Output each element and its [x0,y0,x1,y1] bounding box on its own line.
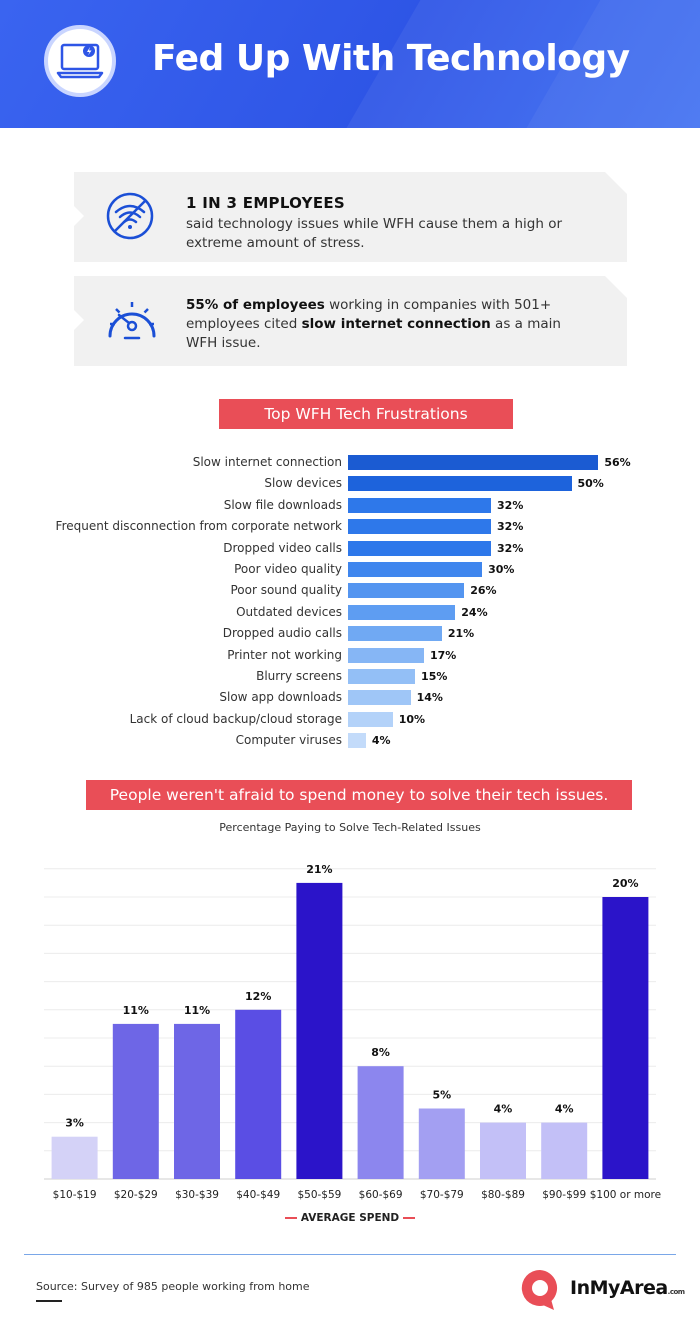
frustration-label: Lack of cloud backup/cloud storage [129,711,342,726]
frustration-bar [348,647,424,663]
frustration-value-label: 14% [416,691,443,705]
spend-bar [418,1108,465,1179]
frustration-bar [348,733,366,749]
frustration-bar [348,711,393,727]
frustration-label: Poor video quality [234,562,342,576]
spend-tick-label: $100 or more [590,1189,661,1201]
no-wifi-icon [104,190,156,247]
stat-bold-issue: slow internet connection [301,316,491,332]
frustration-label: Dropped audio calls [222,626,342,641]
header-banner: Fed Up With Technology [0,0,700,128]
frustration-bar [348,669,416,684]
spend-tick-label: $30-$39 [175,1189,219,1201]
frustration-label: Slow internet connection [192,455,342,469]
frustration-value-label: 50% [577,477,604,491]
frustration-value-label: 24% [461,605,488,619]
spend-bar [480,1122,526,1179]
frustration-bar [348,626,442,642]
spend-tick-label: $60-$69 [359,1189,403,1201]
frustration-bar [348,497,492,513]
frustration-bar [348,540,492,556]
spend-value-label: 11% [123,1004,149,1017]
frustration-value-label: 4% [371,734,391,748]
frustration-value-label: 32% [497,520,524,534]
frustration-bar [348,604,456,620]
spend-bar [112,1023,159,1179]
spend-tick-label: $50-$59 [297,1189,341,1201]
frustration-label: Slow file downloads [223,497,342,512]
spend-bar [541,1122,588,1179]
spend-bar [174,1023,220,1179]
stat-text-part: as a main WFH issue. [186,316,561,351]
spend-value-label: 8% [371,1046,390,1059]
frustration-value-label: 26% [470,584,497,598]
frustration-value-label: 10% [398,712,426,726]
frustrations-banner: Top WFH Tech Frustrations [219,399,513,429]
frustration-label: Slow app downloads [219,690,342,705]
frustration-label: Slow devices [264,476,342,491]
source-underline [36,1300,62,1302]
spend-tick-label: $20-$29 [114,1189,158,1201]
frustration-value-label: 15% [421,670,448,683]
frustration-value-label: 32% [497,498,524,512]
spend-bar [357,1066,404,1179]
spend-axis-title: AVERAGE SPEND [0,1212,700,1224]
source-note: Source: Survey of 985 people working fro… [36,1280,310,1293]
stat-description: said technology issues while WFH cause t… [186,216,563,251]
frustration-value-label: 30% [488,563,515,576]
footer-divider [24,1254,676,1255]
frustration-bar [348,455,599,470]
frustration-label: Dropped video calls [223,540,342,555]
frustration-label: Frequent disconnection from corporate ne… [55,519,342,534]
stat-box-internet: 55% of employees working in companies wi… [74,276,627,366]
frustration-bar [348,690,411,706]
laptop-icon [44,25,116,97]
page-title: Fed Up With Technology [152,38,630,79]
spend-chart-title: Percentage Paying to Solve Tech-Related … [219,821,481,834]
brand-pin-icon [521,1269,558,1310]
frustration-value-label: 17% [429,648,457,662]
frustration-bar [348,583,465,599]
spend-value-label: 12% [245,990,271,1003]
spend-value-label: 20% [612,877,638,890]
spend-value-label: 3% [65,1117,84,1130]
spend-tick-label: $10-$19 [53,1189,97,1201]
spend-value-label: 5% [432,1089,451,1102]
spend-bar [235,1009,282,1179]
frustration-value-label: 56% [604,456,631,469]
spend-bar [51,1136,98,1179]
stat-text-part: working in companies with 501+ employees… [186,297,552,332]
spend-tick-label: $90-$99 [542,1189,586,1201]
speedometer-icon [104,294,160,349]
frustration-label: Printer not working [227,647,342,662]
frustration-bar [348,519,492,535]
stat-text: 1 IN 3 EMPLOYEES said technology issues … [186,194,586,253]
spend-value-label: 21% [306,863,332,876]
frustration-label: Computer viruses [235,733,342,748]
spend-bar [296,882,343,1179]
frustration-label: Poor sound quality [230,583,342,598]
stat-bold-percent: 55% of employees [186,297,325,313]
brand-name: InMyArea.com [570,1277,685,1299]
spend-value-label: 11% [184,1004,210,1017]
spend-tick-label: $40-$49 [236,1189,280,1201]
spend-value-label: 4% [555,1103,574,1116]
spend-tick-label: $70-$79 [420,1189,464,1201]
frustration-bar [348,476,572,492]
frustration-value-label: 32% [497,541,524,555]
frustration-label: Outdated devices [236,604,342,619]
frustration-value-label: 21% [447,627,475,641]
frustration-label: Blurry screens [256,669,342,683]
stat-box-stress: 1 IN 3 EMPLOYEES said technology issues … [74,172,627,262]
brand-logo: InMyArea.com [520,1268,685,1310]
spend-value-label: 4% [494,1103,513,1116]
frustration-bar [348,562,483,577]
spend-bar [602,897,649,1179]
spend-tick-label: $80-$89 [481,1189,525,1201]
stat-text: 55% of employees working in companies wi… [186,296,586,353]
stat-headline: 1 IN 3 EMPLOYEES [186,194,346,212]
spend-banner: People weren't afraid to spend money to … [86,780,632,810]
